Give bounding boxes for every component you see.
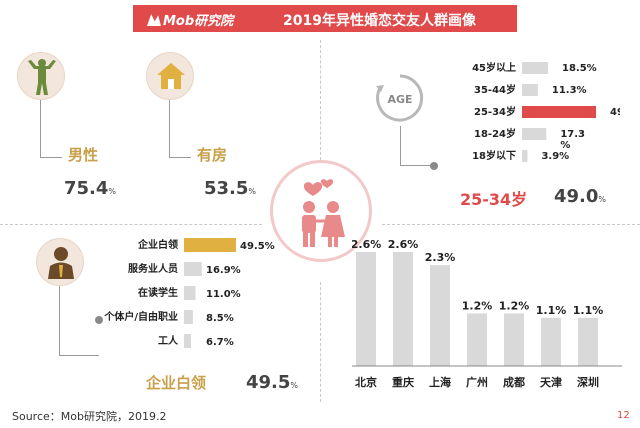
age-bar [522, 128, 547, 140]
couple-badge [270, 160, 372, 262]
age-value-label: 3.9% [541, 151, 569, 162]
occupation-category-label: 工人 [158, 334, 179, 347]
occupation-value-label: 8.5% [206, 313, 234, 324]
occupation-highlight-number: 49.5 [246, 372, 291, 393]
house-circle [146, 52, 194, 100]
divider-top [320, 40, 321, 160]
age-category-label: 18-24岁 [474, 127, 516, 140]
gender-label: 男性 [68, 146, 99, 164]
city-bar [578, 317, 598, 366]
occupation-category-label: 在读学生 [138, 286, 178, 299]
age-highlight-label: 25-34岁 [460, 190, 528, 209]
occupation-highlight-unit: % [290, 381, 299, 390]
occupation-category-label: 服务业人员 [128, 262, 178, 275]
house-value-number: 53.5 [204, 178, 249, 199]
source-note: Source：Mob研究院，2019.2 [12, 410, 167, 423]
age-category-label: 18岁以下 [472, 149, 516, 162]
occupation-bar [184, 310, 193, 324]
logo-mark-icon [147, 14, 161, 26]
title-banner: Mob研究院 2019年异性婚恋交友人群画像 [133, 5, 517, 32]
worker-circle [36, 238, 84, 286]
occupation-value-label: 49.5% [240, 241, 275, 252]
city-value-label: 1.1% [536, 304, 567, 317]
house-label: 有房 [197, 146, 228, 164]
gender-connector [40, 100, 62, 158]
city-bar [504, 313, 524, 366]
occupation-highlight-label: 企业白领 [146, 374, 207, 392]
age-bar [522, 84, 538, 96]
city-value-label: 1.2% [462, 299, 493, 312]
occupation-value-label: 11.0% [206, 289, 241, 300]
occupation-connector [59, 286, 99, 356]
house-connector [169, 100, 191, 158]
city-category-label: 成都 [503, 375, 525, 389]
age-highlight-number: 49.0 [554, 186, 599, 207]
logo-text: Mob研究院 [163, 14, 234, 29]
age-highlight-unit: % [598, 195, 607, 204]
age-highlight-value: 49.0% [554, 186, 606, 207]
occupation-bar-chart: 企业白领 49.5% 服务业人员 16.9% 在读学生 11.0% 个体户/自由职业 8.5%… [103, 238, 275, 348]
age-value-label: 17.3 [560, 129, 585, 140]
city-value-label: 1.1% [573, 304, 604, 317]
male-figure-icon [28, 59, 56, 95]
page-number: 12 [617, 410, 630, 421]
occupation-category-label: 个体户/自由职业 [103, 310, 178, 323]
house-unit: % [248, 187, 257, 196]
city-category-label: 重庆 [392, 375, 414, 389]
age-cycle-icon: AGE [376, 74, 424, 122]
city-bar-chart: 2.6% 北京 2.6% 重庆 2.3% 上海 1.2% 广州 1.2% 成都 1.1% 天津 1.1%… [352, 238, 622, 389]
occupation-bar [184, 334, 192, 348]
age-connector-dot [430, 162, 438, 170]
occupation-bar [184, 286, 196, 300]
male-figure-circle [17, 52, 65, 100]
occupation-bar [184, 262, 202, 276]
age-bar [522, 106, 596, 118]
city-category-label: 广州 [466, 375, 488, 389]
city-bar [467, 313, 487, 366]
city-value-label: 1.2% [499, 299, 530, 312]
city-category-label: 天津 [540, 375, 562, 389]
occupation-bar [184, 238, 236, 252]
occupation-value-label: 16.9% [206, 265, 241, 276]
occupation-value-label: 6.7% [206, 337, 234, 348]
city-bar [356, 252, 376, 366]
age-bar-chart: 45岁以上 18.5% 35-44岁 11.3% 25-34岁 49.0% 18-24岁 17… [472, 61, 620, 162]
gender-unit: % [108, 187, 117, 196]
city-category-label: 深圳 [577, 375, 599, 389]
occupation-highlight-value: 49.5% [246, 372, 298, 393]
city-value-label: 2.6% [388, 238, 419, 251]
divider-right [382, 224, 640, 225]
age-value-label: 11.3% [552, 85, 587, 96]
age-category-label: 25-34岁 [474, 105, 516, 118]
occupation-category-label: 企业白领 [137, 238, 178, 251]
city-value-label: 2.6% [352, 238, 381, 251]
age-bar [522, 150, 528, 162]
age-bar [522, 62, 548, 74]
page-title: 2019年异性婚恋交友人群画像 [283, 13, 476, 29]
occupation-connector-dot [95, 316, 103, 324]
house-icon [157, 63, 185, 89]
age-value-label: 49.0% [610, 107, 620, 118]
age-value-label: % [560, 140, 570, 151]
city-bar [393, 252, 413, 366]
city-category-label: 北京 [355, 375, 377, 389]
brand-logo: Mob研究院 [147, 10, 233, 29]
city-category-label: 上海 [429, 375, 451, 389]
house-value: 53.5% [204, 178, 256, 199]
age-connector [400, 126, 434, 166]
age-category-label: 35-44岁 [474, 83, 516, 96]
city-bar [430, 265, 450, 366]
age-circle: AGE [374, 72, 426, 124]
businessman-icon [48, 247, 74, 279]
age-icon-text: AGE [387, 93, 412, 106]
gender-value-number: 75.4 [64, 178, 109, 199]
age-category-label: 45岁以上 [472, 61, 516, 74]
age-value-label: 18.5% [562, 63, 597, 74]
city-value-label: 2.3% [425, 251, 456, 264]
couple-icon [302, 179, 345, 247]
divider-left [0, 224, 262, 225]
divider-bottom [320, 282, 321, 402]
city-bar [541, 317, 561, 366]
gender-value: 75.4% [64, 178, 116, 199]
